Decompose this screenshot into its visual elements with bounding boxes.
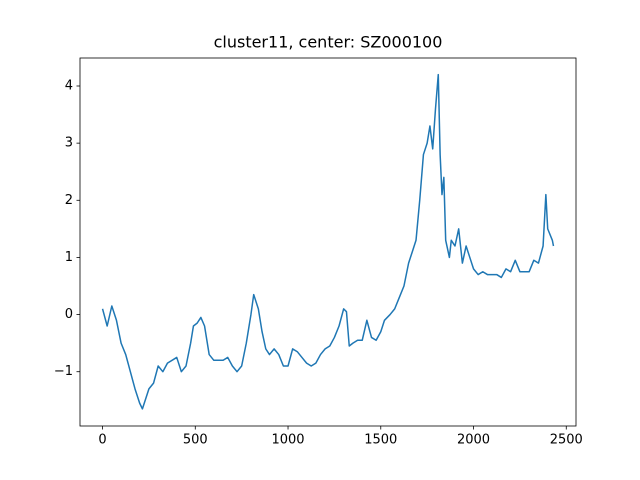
- x-tick-label: 0: [98, 433, 106, 448]
- y-tick-label: 3: [65, 136, 73, 151]
- y-tick-label: 0: [65, 307, 73, 322]
- plot-frame: [79, 57, 577, 427]
- y-tick-label: 4: [65, 79, 73, 94]
- chart-title: cluster11, center: SZ000100: [214, 33, 443, 52]
- line-series: [101, 73, 555, 410]
- x-tick-label: 2500: [550, 433, 583, 448]
- x-tick-label: 1500: [364, 433, 397, 448]
- x-tick-label: 500: [183, 433, 208, 448]
- y-tick-label: −1: [54, 364, 73, 379]
- x-tick-label: 2000: [457, 433, 490, 448]
- y-tick-label: 2: [65, 193, 73, 208]
- x-tick-label: 1000: [271, 433, 304, 448]
- y-tick-label: 1: [65, 250, 73, 265]
